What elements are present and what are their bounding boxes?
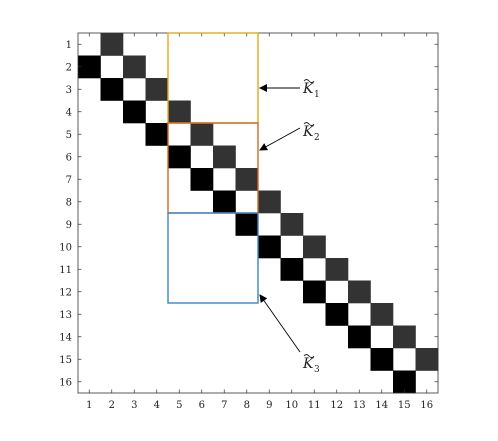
row-tick-label: 15 [59,355,72,366]
block-annotations: K 1K 2K 3 [259,79,320,375]
col-tick-label: 16 [420,400,433,411]
tilde-accent [303,354,315,358]
col-tick-label: 4 [154,400,160,411]
matrix-cell-super [168,100,191,124]
row-tick-label: 2 [66,62,72,73]
matrix-cell-super [393,325,416,349]
matrix-cell-sub [78,55,101,79]
col-tick-labels: 1 2 3 4 5 6 7 8 9 10 11 12 13 14 15 16 [86,400,433,411]
block-symbol: K [302,81,315,97]
row-tick-label: 11 [59,265,72,276]
matrix-cells [78,33,439,394]
row-tick-label: 9 [66,220,72,231]
block-symbol: K [302,124,315,140]
matrix-cell-super [303,235,326,259]
matrix-cell-sub [213,190,236,214]
row-tick-label: 5 [66,130,72,141]
row-tick-label: 1 [66,40,72,51]
col-tick-label: 12 [330,400,343,411]
matrix-cell-sub [123,100,146,124]
matrix-cell-super [280,213,304,236]
block-outline-k3 [167,212,259,304]
matrix-cell-sub [235,213,259,236]
matrix-cell-super [415,348,439,371]
matrix-cell-sub [393,370,416,394]
row-tick-label: 6 [66,152,72,163]
matrix-cell-sub [100,78,124,101]
matrix-cell-super [213,145,236,169]
annotation-arrow-k2 [259,127,301,151]
matrix-cell-super [370,303,394,326]
col-tick-label: 9 [266,400,272,411]
col-tick-label: 11 [308,400,321,411]
matrix-cell-sub [168,145,191,169]
matrix-cell-super [348,280,371,304]
col-tick-label: 2 [109,400,115,411]
matrix-cell-super [258,190,281,214]
row-tick-label: 4 [66,107,72,118]
col-tick-label: 10 [285,400,298,411]
matrix-cell-sub [303,280,326,304]
matrix-cell-sub [370,348,394,371]
axis-ticks [78,33,438,393]
col-tick-label: 15 [398,400,411,411]
matrix-cell-sub [348,325,371,349]
tilde-accent [303,122,315,126]
block-symbol: K [302,356,315,372]
matrix-cell-sub [190,168,214,191]
row-tick-label: 8 [66,197,72,208]
row-tick-label: 12 [59,287,72,298]
row-tick-label: 14 [59,332,72,343]
block-outlines [167,32,259,304]
matrix-cell-sub [258,235,281,259]
matrix-cell-sub [325,303,349,326]
matrix-cell-super [145,78,169,101]
col-tick-label: 14 [375,400,388,411]
matrix-cell-super [235,168,259,191]
col-tick-label: 13 [353,400,366,411]
annotation-arrow-k3 [259,294,301,353]
block-subscript: 1 [314,90,320,100]
row-tick-label: 13 [59,310,72,321]
col-tick-label: 8 [244,400,250,411]
row-tick-label: 10 [59,242,72,253]
matrix-cell-sub [280,258,304,281]
matrix-cell-super [190,123,214,146]
matrix-cell-sub [145,123,169,146]
col-tick-label: 6 [199,400,205,411]
row-tick-label: 7 [66,175,72,186]
row-tick-label: 3 [66,85,72,96]
matrix-cell-super [123,55,146,79]
col-tick-label: 3 [131,400,137,411]
tilde-accent [303,79,315,83]
matrix-cell-super [100,33,124,56]
col-tick-label: 1 [86,400,92,411]
col-tick-label: 5 [176,400,182,411]
col-tick-label: 7 [221,400,227,411]
block-subscript: 3 [314,365,320,375]
row-tick-label: 16 [59,377,72,388]
block-subscript: 2 [314,133,320,143]
matrix-cell-super [325,258,349,281]
